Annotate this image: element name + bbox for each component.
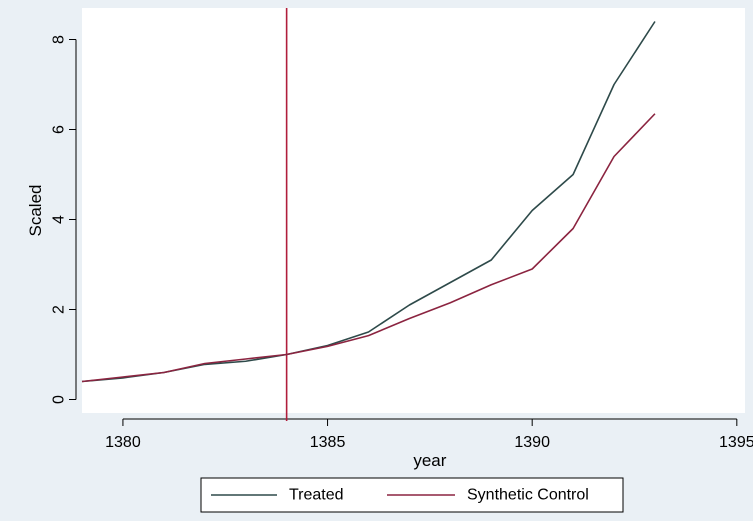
x-axis-title: year — [413, 451, 446, 470]
plot-area — [82, 8, 745, 413]
x-axis: 1380 1385 1390 1395 — [105, 418, 753, 451]
legend: Treated Synthetic Control — [200, 477, 624, 513]
x-tick-label: 1390 — [514, 434, 550, 451]
x-tick-label: 1380 — [105, 434, 141, 451]
y-tick-label: 6 — [51, 125, 68, 134]
synthetic-control-series-line — [81, 113, 656, 383]
y-tick-label: 0 — [51, 395, 68, 404]
y-axis-title: Scaled — [26, 185, 45, 237]
legend-label-treated: Treated — [289, 487, 344, 504]
legend-label-synthetic-control: Synthetic Control — [467, 487, 589, 504]
y-tick-label: 4 — [51, 215, 68, 224]
y-axis: 0 2 4 6 8 — [51, 35, 77, 404]
y-tick-label: 2 — [51, 305, 68, 314]
x-tick-label: 1395 — [719, 434, 753, 451]
y-tick-label: 8 — [51, 35, 68, 44]
x-tick-label: 1385 — [310, 434, 346, 451]
series-layer — [81, 21, 656, 383]
